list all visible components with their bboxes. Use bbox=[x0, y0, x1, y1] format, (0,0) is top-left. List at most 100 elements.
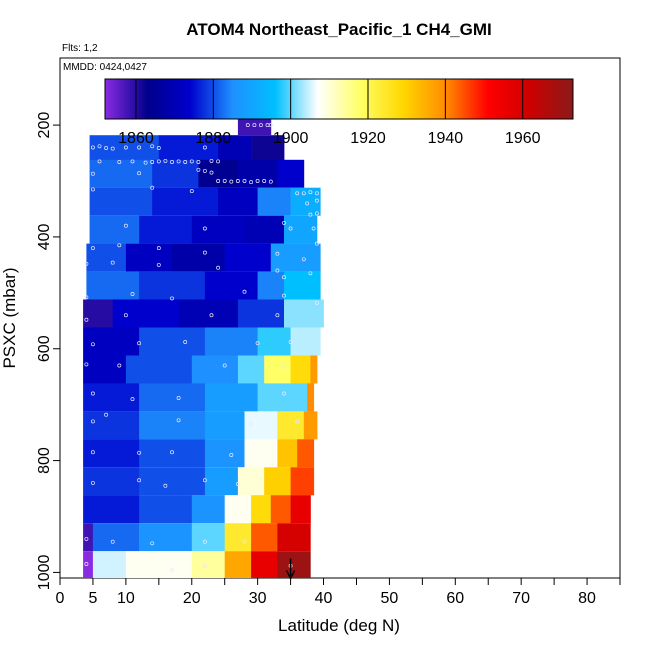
heatmap-cell bbox=[139, 439, 206, 468]
sample-point bbox=[288, 226, 293, 231]
sample-point bbox=[282, 293, 286, 298]
heatmap-cell bbox=[264, 355, 291, 384]
sample-point bbox=[308, 212, 313, 217]
heatmap-cell bbox=[310, 355, 318, 384]
heatmap-cell bbox=[277, 523, 311, 552]
heatmap-cell bbox=[290, 327, 321, 356]
sample-point bbox=[123, 145, 128, 150]
x-tick-label: 50 bbox=[381, 590, 399, 607]
sample-point bbox=[170, 160, 174, 164]
heatmap-cell bbox=[191, 215, 245, 244]
flights-annotation: Flts: 1,2 bbox=[62, 43, 98, 54]
heatmap-cell bbox=[204, 271, 258, 300]
heatmap-cell bbox=[224, 523, 252, 552]
sample-point bbox=[163, 483, 168, 488]
sample-point bbox=[202, 250, 207, 255]
sample-point bbox=[314, 300, 319, 305]
sample-point bbox=[130, 159, 135, 164]
sample-point bbox=[245, 123, 250, 128]
sample-point bbox=[196, 160, 201, 164]
x-axis-label: Latitude (deg N) bbox=[278, 616, 400, 635]
heatmap-cell bbox=[237, 159, 278, 188]
sample-point bbox=[308, 271, 313, 276]
heatmap-cell bbox=[191, 495, 226, 524]
sample-point bbox=[130, 397, 135, 402]
heatmap-layer bbox=[83, 105, 324, 578]
sample-point bbox=[84, 295, 89, 300]
heatmap-cell bbox=[270, 243, 321, 272]
heatmap-cell bbox=[83, 327, 140, 356]
sample-point bbox=[209, 158, 214, 163]
sample-point bbox=[308, 190, 313, 195]
heatmap-cell bbox=[237, 467, 265, 496]
heatmap-cell bbox=[125, 243, 173, 272]
sample-point bbox=[90, 419, 95, 424]
sample-point bbox=[156, 246, 161, 251]
heatmap-cell bbox=[112, 299, 179, 328]
sample-point bbox=[183, 160, 188, 164]
heatmap-cell bbox=[257, 187, 291, 216]
sample-point bbox=[189, 189, 194, 194]
sample-point bbox=[110, 539, 115, 544]
heatmap-cell bbox=[251, 551, 278, 578]
x-tick-label: 0 bbox=[56, 590, 65, 607]
heatmap-cell bbox=[89, 187, 153, 216]
heatmap-cell bbox=[244, 215, 285, 244]
sample-point bbox=[314, 191, 319, 196]
x-tick-label: 70 bbox=[512, 590, 530, 607]
heatmap-cell bbox=[218, 135, 252, 164]
sample-point bbox=[123, 313, 128, 318]
heatmap-cell bbox=[251, 523, 278, 552]
heatmap-cell bbox=[83, 523, 94, 552]
heatmap-cell bbox=[204, 411, 245, 440]
sample-point bbox=[258, 123, 263, 128]
x-tick-label: 60 bbox=[446, 590, 464, 607]
sample-point bbox=[202, 563, 207, 568]
heatmap-cell bbox=[218, 187, 258, 216]
sample-point bbox=[170, 296, 174, 301]
y-tick-label: 200 bbox=[36, 112, 53, 139]
sample-point bbox=[282, 391, 286, 396]
heatmap-cell bbox=[139, 271, 206, 300]
sample-point bbox=[90, 145, 95, 150]
sample-point bbox=[117, 243, 122, 248]
sample-point bbox=[275, 268, 280, 273]
sample-point bbox=[282, 364, 286, 369]
sample-point bbox=[301, 191, 306, 196]
colorbar-tick-label: 1920 bbox=[350, 130, 386, 147]
heatmap-cell bbox=[290, 467, 315, 496]
sample-point bbox=[229, 179, 234, 184]
heatmap-cell bbox=[198, 159, 239, 188]
heatmap-cell bbox=[139, 467, 206, 496]
sample-point bbox=[117, 160, 122, 164]
plot-frame bbox=[59, 57, 621, 579]
sample-point bbox=[275, 313, 280, 318]
heatmap-cell bbox=[251, 135, 285, 164]
heatmap-cell bbox=[152, 159, 199, 188]
sample-point bbox=[268, 179, 273, 184]
heatmap-cell bbox=[83, 467, 140, 496]
heatmap-cell bbox=[244, 439, 278, 468]
x-tick-label: 20 bbox=[183, 590, 201, 607]
sample-point bbox=[97, 144, 102, 149]
sample-point bbox=[311, 226, 316, 231]
heatmap-cell bbox=[139, 523, 193, 552]
sample-point bbox=[222, 363, 227, 368]
sample-point bbox=[137, 450, 142, 455]
sample-point bbox=[84, 362, 89, 367]
heatmap-cell bbox=[191, 523, 226, 552]
heatmap-cell bbox=[251, 495, 272, 524]
heatmap-cell bbox=[83, 495, 140, 524]
sample-point bbox=[156, 159, 161, 164]
colorbar: 1860 1880 1900 1920 1940 1960 bbox=[104, 78, 574, 147]
heatmap-cell bbox=[139, 327, 206, 356]
heatmap-cell bbox=[257, 271, 285, 300]
sample-point bbox=[252, 123, 257, 128]
sample-point bbox=[90, 391, 95, 396]
heatmap-cell bbox=[257, 327, 291, 356]
sample-point bbox=[202, 168, 207, 173]
heatmap-cell bbox=[172, 243, 226, 272]
sample-point bbox=[117, 363, 122, 368]
heatmap-cell bbox=[270, 495, 291, 524]
heatmap-cell bbox=[204, 467, 239, 496]
